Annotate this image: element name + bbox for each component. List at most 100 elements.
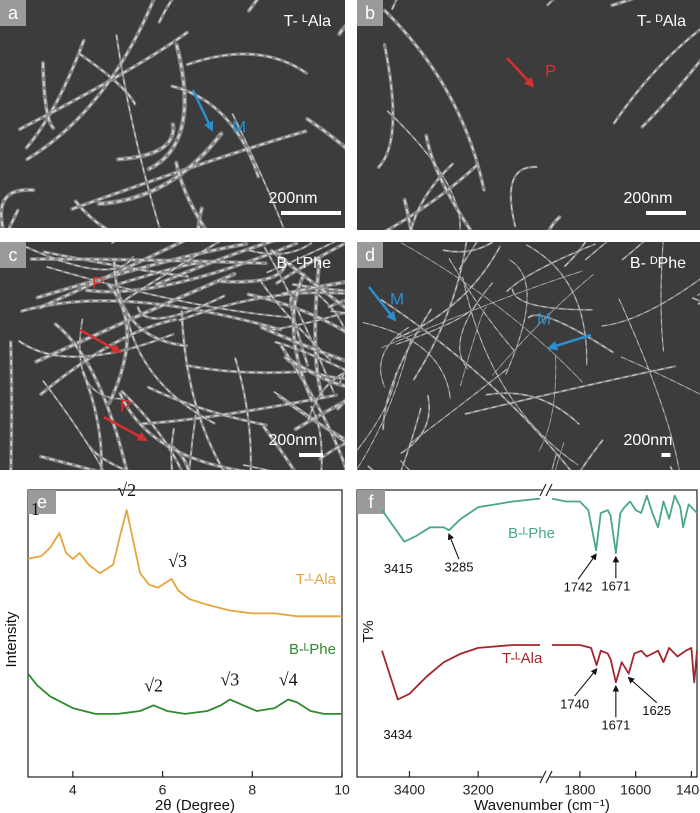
fiber-twist — [126, 318, 215, 424]
chirality-arrow — [79, 328, 122, 354]
fiber-twist — [425, 135, 472, 230]
fiber-twist — [510, 166, 537, 227]
chirality-label: P — [92, 273, 103, 292]
scale-bar — [281, 211, 341, 215]
fiber-twist — [54, 323, 128, 470]
fiber-twist — [363, 322, 451, 399]
fiber-twist — [232, 113, 284, 228]
scale-bar — [299, 453, 323, 457]
series-line — [27, 509, 342, 618]
fiber-twist — [526, 244, 588, 365]
chirality-arrow — [547, 333, 592, 351]
series-label: T-ᴸAla — [296, 571, 337, 588]
scale-label: 200nm — [624, 432, 673, 449]
fiber-twist — [26, 0, 155, 161]
fiber — [395, 245, 502, 340]
fiber-twist — [618, 298, 680, 470]
fiber-twist — [158, 0, 173, 23]
fiber-twist — [71, 130, 306, 210]
fiber — [42, 380, 105, 470]
fiber — [337, 23, 345, 37]
fiber-twist — [46, 266, 292, 318]
panel-letter-box — [0, 242, 26, 268]
fiber-twist — [282, 281, 345, 296]
fiber — [442, 242, 495, 253]
fiber — [170, 427, 176, 470]
peak-arrow — [574, 668, 598, 697]
fiber-twist — [264, 247, 335, 393]
fiber-twist — [78, 52, 136, 105]
x-tick-label: 3200 — [463, 782, 494, 798]
panel-letter: f — [368, 492, 374, 512]
fiber-twist — [622, 242, 644, 260]
scale-bar — [661, 453, 671, 457]
fiber-twist — [458, 242, 478, 270]
series-label: B-ᴸPhe — [289, 641, 336, 658]
peak-label: √2 — [144, 675, 163, 695]
fiber-twist — [148, 44, 186, 170]
x-tick-label: 4 — [69, 782, 77, 798]
fiber-twist — [86, 242, 297, 293]
x-tick-label: 10 — [334, 782, 350, 798]
fiber-twist — [267, 242, 336, 273]
axis-break-gap — [542, 487, 550, 493]
fiber-twist — [221, 259, 287, 283]
fiber-twist — [249, 242, 312, 255]
peak-label: 1625 — [642, 703, 671, 718]
series-line — [381, 644, 698, 701]
panel-letter: e — [37, 492, 47, 512]
fiber-twist — [25, 40, 85, 149]
fiber-twist — [316, 293, 345, 384]
peak-arrow — [577, 553, 597, 580]
chirality-label: M — [537, 309, 551, 328]
x-tick-label: 1400 — [676, 782, 700, 798]
fiber-twist — [413, 242, 467, 380]
fiber-twist — [125, 242, 220, 300]
scale-label: 200nm — [269, 432, 318, 449]
scale-bar — [646, 211, 686, 215]
axis-break — [545, 770, 553, 784]
fiber-twist — [465, 365, 676, 415]
x-axis-title: Wavenumber (cm⁻¹) — [474, 797, 610, 813]
peak-label: 3434 — [383, 727, 412, 742]
panel-letter: a — [8, 3, 19, 23]
fiber — [400, 394, 431, 455]
fiber — [273, 390, 345, 444]
fiber-twist — [381, 299, 571, 470]
sem-panel: d B- ᴰPhe M M 200nm — [357, 242, 700, 470]
fiber-twist — [386, 164, 478, 230]
series-label: T-ᴸAla — [502, 650, 543, 667]
fiber-twist — [137, 295, 225, 319]
sem-background — [0, 0, 345, 228]
fiber — [154, 242, 277, 287]
fiber-twist — [621, 356, 700, 395]
fiber-twist — [107, 283, 129, 404]
axis-break — [539, 770, 547, 784]
fiber — [492, 273, 594, 376]
fiber — [120, 389, 184, 470]
chirality-arrow — [506, 57, 535, 88]
panel-letter: d — [365, 245, 375, 265]
panel-title: T- ᴰAla — [637, 13, 686, 30]
fiber-twist — [8, 210, 19, 228]
peak-arrow — [627, 676, 658, 704]
fiber — [547, 215, 562, 230]
fiber-twist — [270, 312, 345, 331]
x-tick-label: 8 — [248, 782, 256, 798]
fiber-twist — [82, 371, 103, 470]
x-tick-label: 6 — [159, 782, 167, 798]
fiber — [269, 248, 345, 310]
fiber-twist — [641, 59, 700, 128]
fiber-twist — [380, 327, 409, 388]
chirality-arrow — [368, 286, 397, 322]
fiber — [246, 292, 345, 334]
fiber — [307, 371, 345, 422]
fiber — [283, 355, 345, 389]
fiber-twist — [187, 53, 307, 74]
peak-label: √3 — [220, 670, 239, 690]
sem-panel: a T- ᴸAla M 200nm — [0, 0, 345, 228]
y-axis-title: Intensity — [3, 611, 20, 667]
peak-label: 1740 — [560, 697, 589, 712]
fiber-twist — [377, 44, 394, 168]
fiber-twist — [35, 273, 235, 363]
